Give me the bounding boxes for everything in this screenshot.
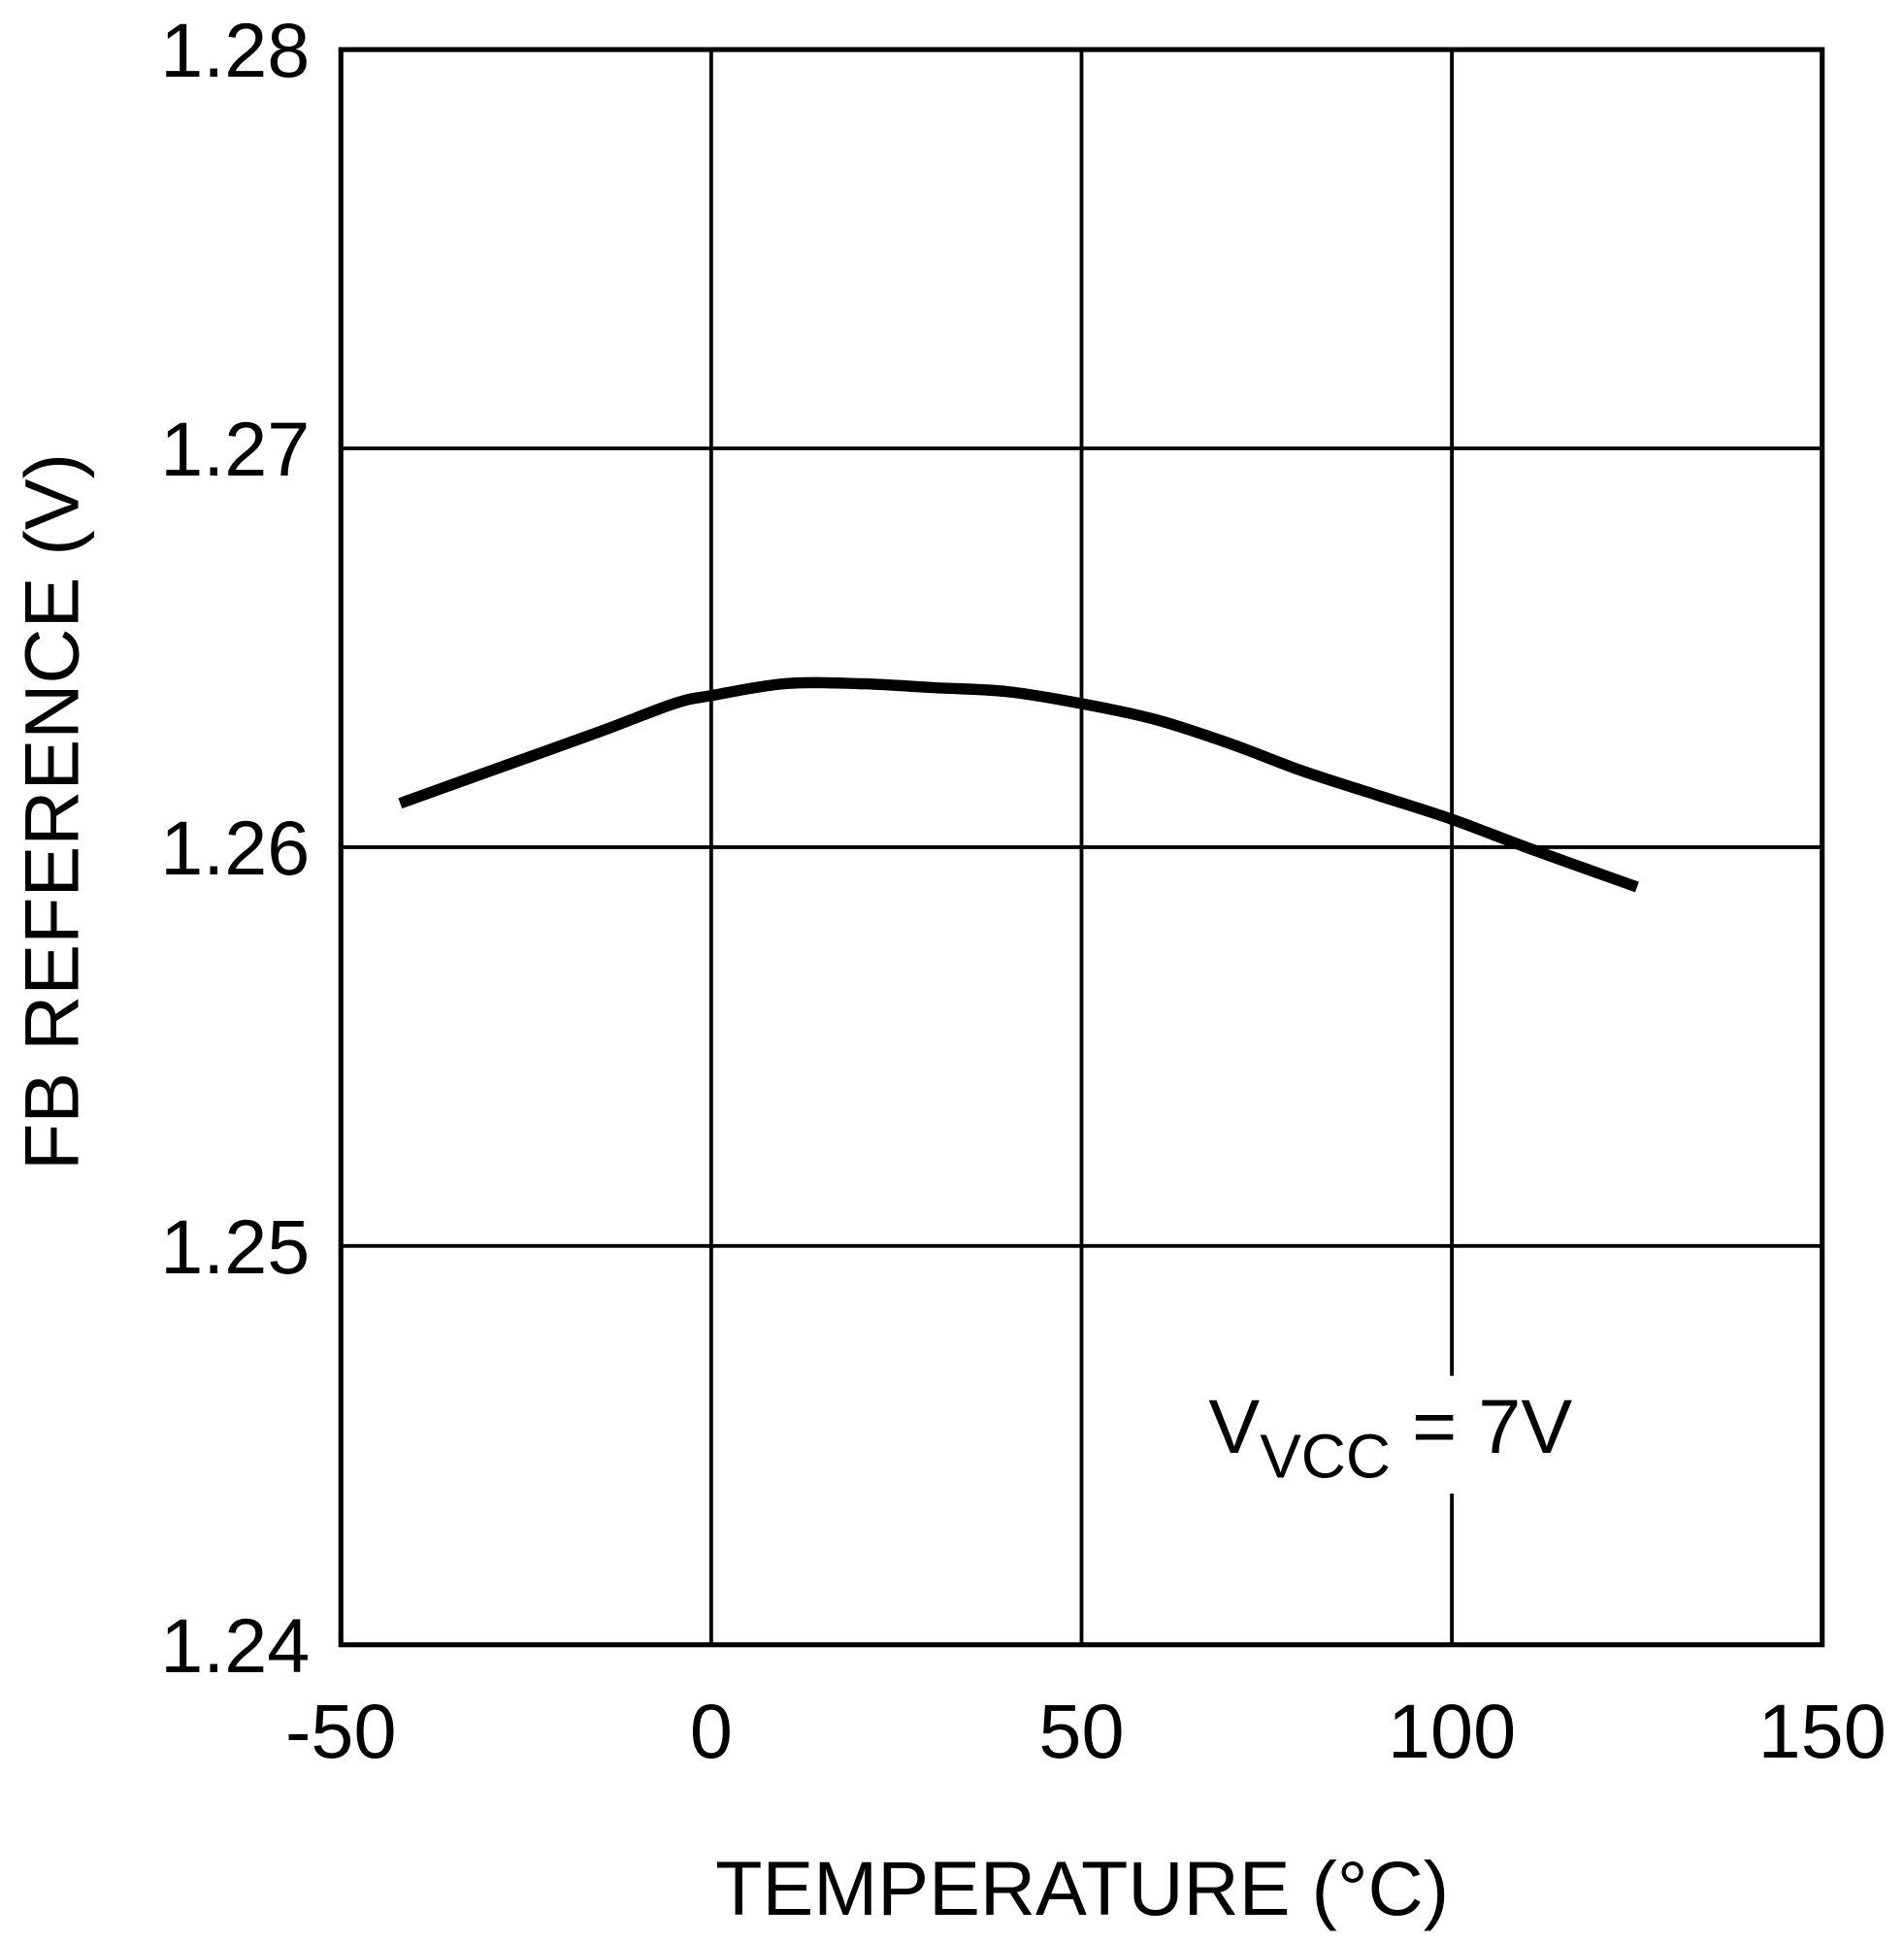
y-tick-label: 1.26 [160,805,310,891]
grid [339,48,1824,1647]
y-axis-label: FB REFERENCE (V) [8,453,94,1170]
plot-frame [338,47,1825,1648]
x-tick-labels: -50 0 50 100 150 [285,1688,1887,1774]
y-tick-label: 1.25 [160,1203,310,1290]
y-tick-label: 1.24 [160,1602,310,1689]
x-tick-label: 100 [1388,1688,1516,1774]
y-tick-labels: 1.24 1.25 1.26 1.27 1.28 [160,7,310,1689]
annotation-background [1425,1375,1488,1494]
x-tick-label: -50 [285,1688,396,1774]
y-tick-label: 1.27 [160,406,310,492]
x-axis-label: TEMPERATURE (°C) [715,1845,1449,1931]
annotation: VVCC = 7V [1208,1383,1572,1492]
series-layer [398,676,1639,893]
x-tick-label: 50 [1038,1688,1124,1774]
x-tick-label: 150 [1758,1688,1887,1774]
x-tick-label: 0 [690,1688,733,1774]
y-tick-label: 1.28 [160,7,310,93]
series-line [398,676,1639,893]
